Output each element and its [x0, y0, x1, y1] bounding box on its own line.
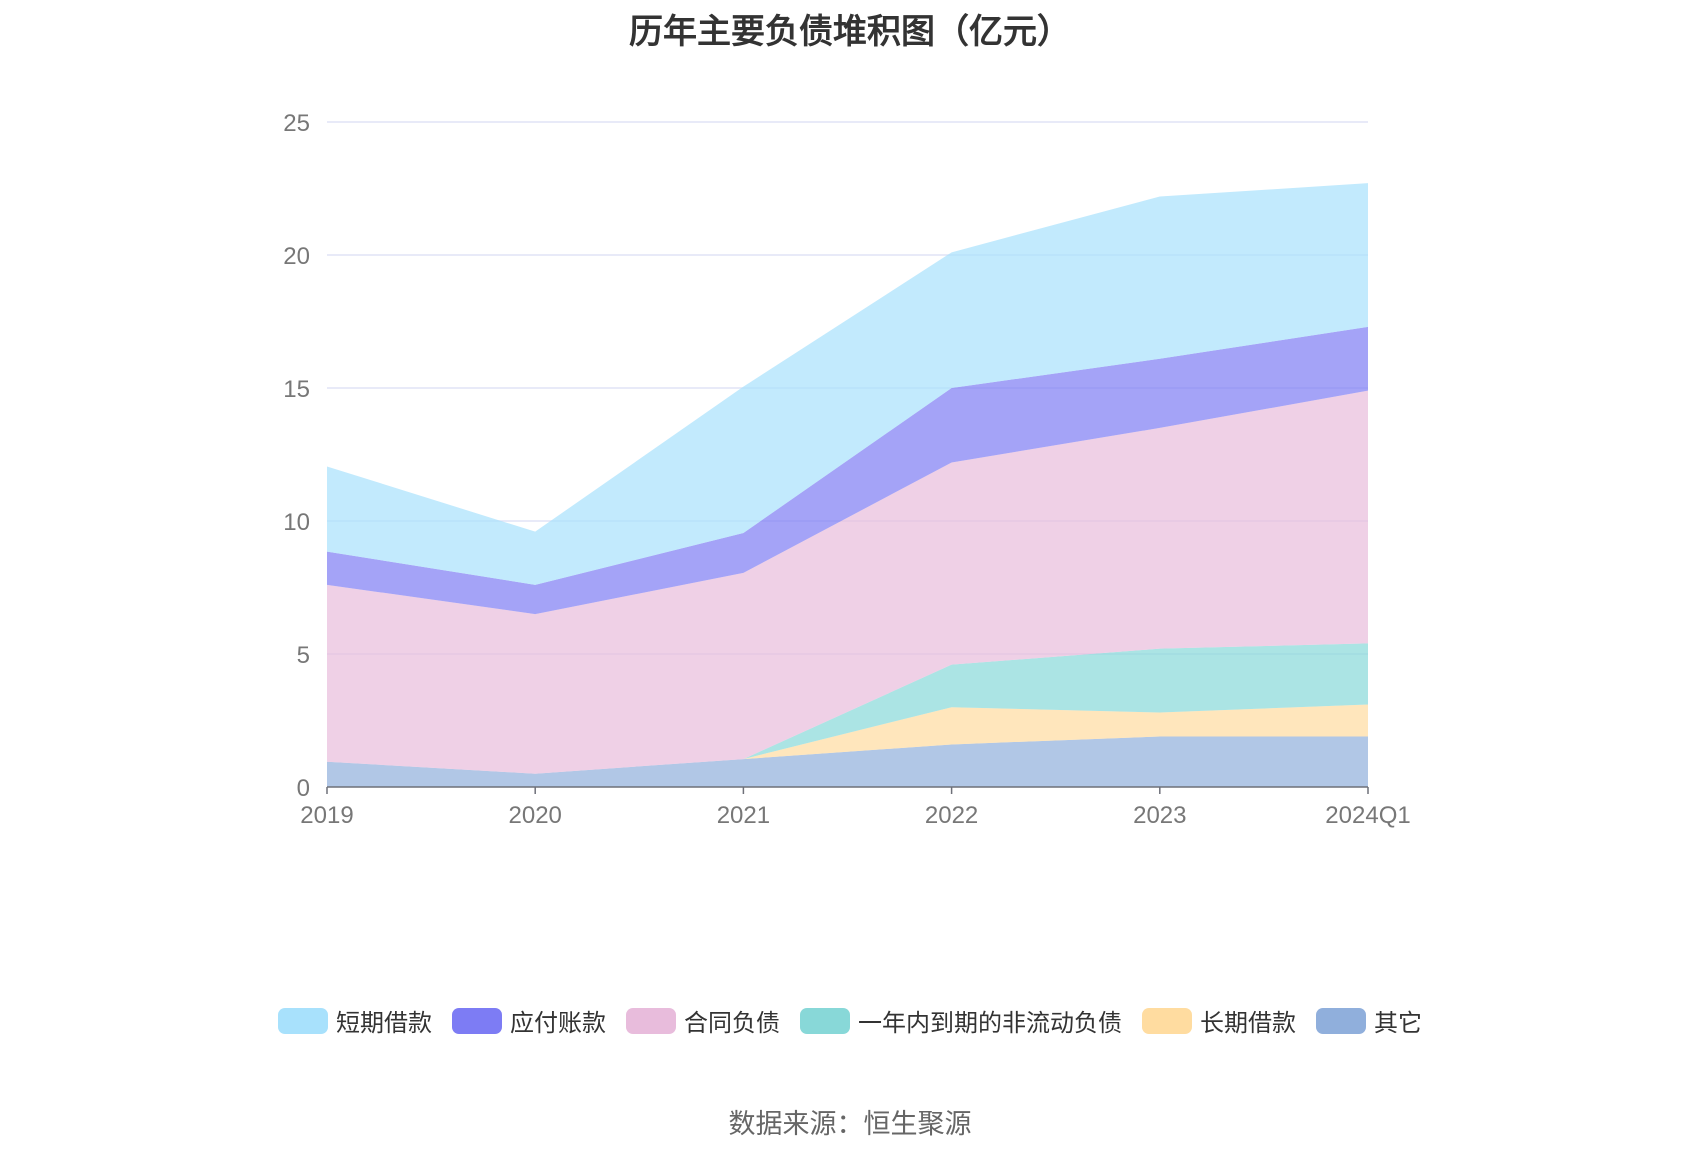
legend-label: 一年内到期的非流动负债	[858, 1009, 1122, 1037]
area-一年内到期的非流动负债	[327, 643, 1368, 774]
legend-label: 其它	[1374, 1009, 1422, 1037]
y-tick-label: 0	[297, 775, 310, 802]
area-应付账款	[327, 326, 1368, 615]
area-其它	[327, 736, 1368, 787]
legend-item[interactable]: 合同负债	[626, 1003, 780, 1038]
legend-swatch	[452, 1007, 502, 1034]
legend-swatch	[1142, 1007, 1192, 1034]
legend-label: 长期借款	[1200, 1009, 1296, 1037]
y-tick-label: 15	[283, 376, 310, 403]
x-tick-label: 2020	[509, 802, 562, 829]
y-tick-label: 25	[283, 110, 310, 137]
x-tick-label: 2019	[300, 802, 353, 829]
y-tick-label: 5	[297, 642, 310, 669]
x-tick-label: 2024Q1	[1325, 802, 1410, 829]
axes: 0 5 10 15 20 25 2019 2020 2021 2022 2023 2024Q1	[283, 110, 1410, 829]
area-长期借款	[327, 704, 1368, 774]
y-tick-label: 10	[283, 509, 310, 536]
legend-item[interactable]: 短期借款	[278, 1003, 432, 1038]
legend-swatch	[800, 1007, 850, 1034]
area-短期借款	[327, 183, 1368, 585]
legend-item[interactable]: 一年内到期的非流动负债	[800, 1003, 1122, 1038]
legend-item[interactable]: 长期借款	[1142, 1003, 1296, 1038]
legend-swatch	[278, 1007, 328, 1034]
chart-title: 历年主要负债堆积图（亿元）	[629, 12, 1071, 52]
x-tick-label: 2023	[1133, 802, 1186, 829]
legend-swatch	[626, 1007, 676, 1034]
legend: 短期借款 应付账款 合同负债 一年内到期的非流动负债 长期借款 其它	[0, 1003, 1700, 1038]
legend-item[interactable]: 其它	[1316, 1003, 1422, 1038]
legend-item[interactable]: 应付账款	[452, 1003, 606, 1038]
x-tick-label: 2022	[925, 802, 978, 829]
y-tick-label: 20	[283, 243, 310, 270]
legend-label: 应付账款	[510, 1009, 606, 1037]
data-source-note: 数据来源：恒生聚源	[728, 1109, 972, 1140]
area-合同负债	[327, 390, 1368, 774]
legend-swatch	[1316, 1007, 1366, 1034]
legend-label: 合同负债	[684, 1009, 780, 1037]
area-series	[327, 183, 1368, 787]
x-tick-label: 2021	[717, 802, 770, 829]
legend-label: 短期借款	[336, 1009, 432, 1037]
